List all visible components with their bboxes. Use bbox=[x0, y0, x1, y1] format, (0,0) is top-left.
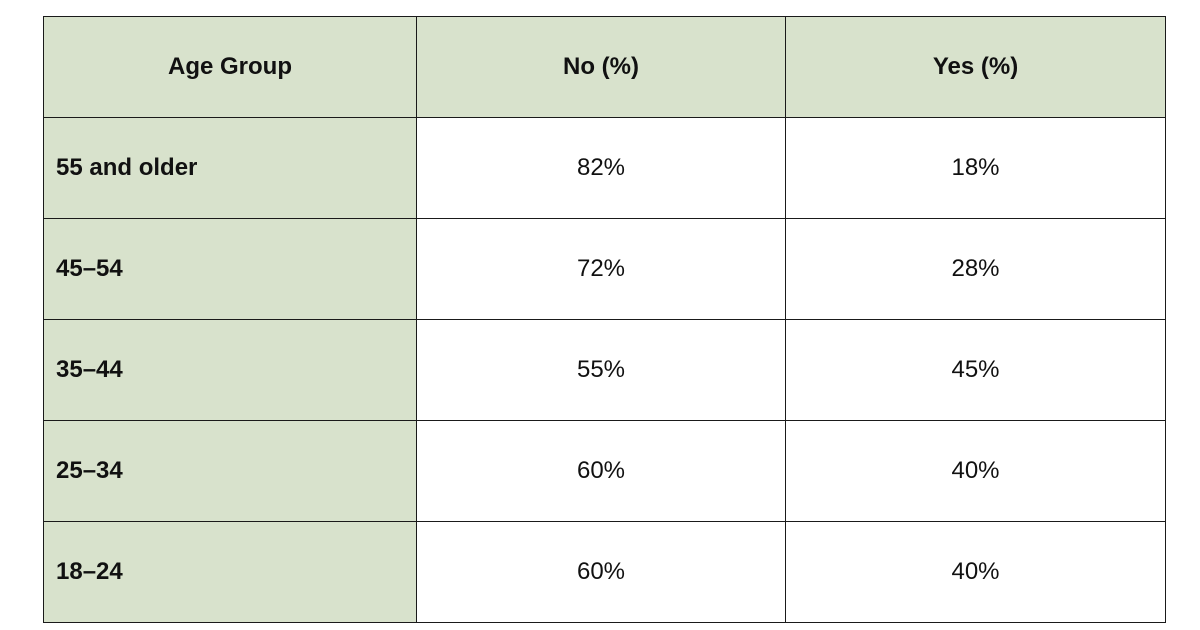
row-label-cell: 18–24 bbox=[43, 521, 417, 623]
column-header-yes: Yes (%) bbox=[785, 16, 1166, 118]
no-value-cell: 60% bbox=[416, 420, 786, 522]
table-row: 55 and older 82% 18% bbox=[43, 117, 1166, 219]
row-label-cell: 45–54 bbox=[43, 218, 417, 320]
header-row: Age Group No (%) Yes (%) bbox=[43, 16, 1166, 118]
no-value-cell: 72% bbox=[416, 218, 786, 320]
table-header: Age Group No (%) Yes (%) bbox=[43, 16, 1166, 118]
table-row: 45–54 72% 28% bbox=[43, 218, 1166, 320]
yes-value-cell: 28% bbox=[785, 218, 1166, 320]
no-value-cell: 60% bbox=[416, 521, 786, 623]
no-value-cell: 55% bbox=[416, 319, 786, 421]
row-label-cell: 25–34 bbox=[43, 420, 417, 522]
yes-value-cell: 40% bbox=[785, 420, 1166, 522]
yes-value-cell: 45% bbox=[785, 319, 1166, 421]
column-header-no: No (%) bbox=[416, 16, 786, 118]
table-row: 35–44 55% 45% bbox=[43, 319, 1166, 421]
row-label-cell: 55 and older bbox=[43, 117, 417, 219]
table-row: 25–34 60% 40% bbox=[43, 420, 1166, 522]
no-value-cell: 82% bbox=[416, 117, 786, 219]
yes-value-cell: 18% bbox=[785, 117, 1166, 219]
table-row: 18–24 60% 40% bbox=[43, 521, 1166, 623]
data-table: Age Group No (%) Yes (%) 55 and older 82… bbox=[43, 16, 1166, 623]
table-body: 55 and older 82% 18% 45–54 72% 28% 35–44… bbox=[43, 117, 1166, 623]
column-header-age-group: Age Group bbox=[43, 16, 417, 118]
data-table-container: Age Group No (%) Yes (%) 55 and older 82… bbox=[43, 16, 1166, 623]
yes-value-cell: 40% bbox=[785, 521, 1166, 623]
row-label-cell: 35–44 bbox=[43, 319, 417, 421]
